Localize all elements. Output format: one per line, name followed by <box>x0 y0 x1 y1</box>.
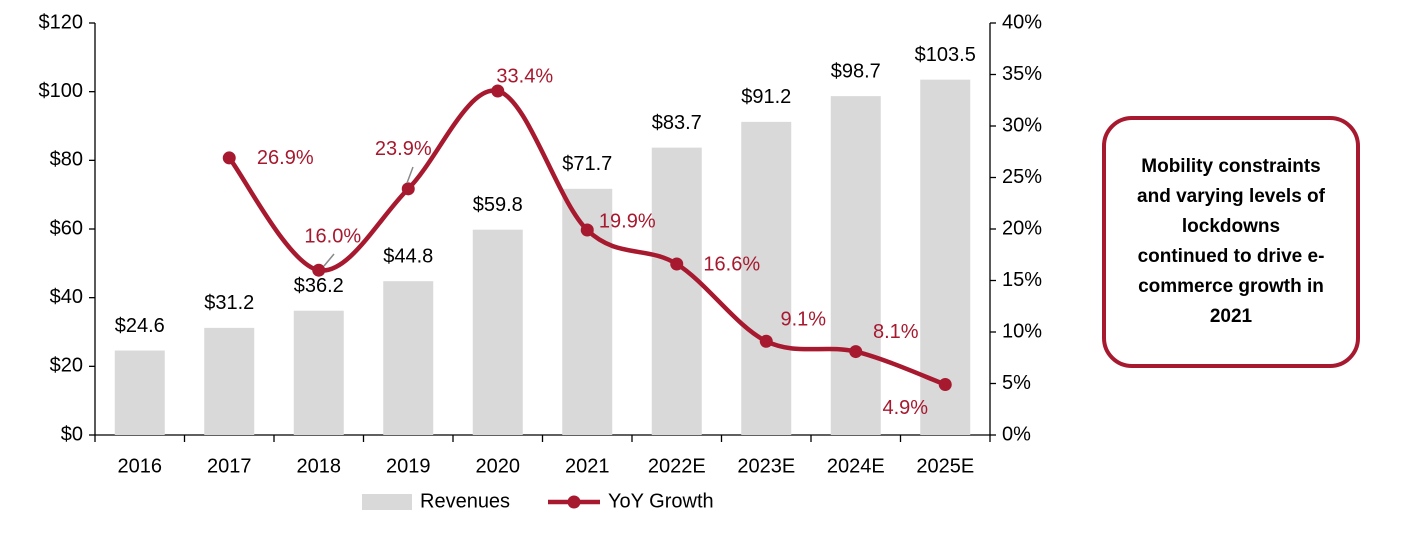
x-tick-label: 2017 <box>207 455 252 477</box>
growth-point <box>849 345 863 359</box>
growth-value-label: 16.6% <box>703 253 760 275</box>
growth-value-label: 8.1% <box>873 321 919 343</box>
growth-value-label: 9.1% <box>780 309 826 331</box>
y2-tick-label: 25% <box>1002 166 1042 188</box>
growth-point <box>222 151 236 165</box>
growth-point <box>938 378 952 392</box>
growth-value-label: 33.4% <box>496 65 553 87</box>
x-tick-label: 2022E <box>648 455 706 477</box>
y2-tick-label: 35% <box>1002 63 1042 85</box>
growth-value-label: 23.9% <box>375 138 432 160</box>
x-tick-label: 2019 <box>386 455 431 477</box>
y-tick-label: $0 <box>61 423 83 445</box>
x-tick-label: 2023E <box>737 455 795 477</box>
growth-point <box>580 223 594 237</box>
y-tick-label: $80 <box>50 149 83 171</box>
bar <box>830 96 881 435</box>
y2-tick-label: 5% <box>1002 372 1031 394</box>
bar-value-label: $91.2 <box>741 86 791 108</box>
y-tick-label: $60 <box>50 217 83 239</box>
x-tick-label: 2024E <box>827 455 885 477</box>
growth-point <box>670 257 684 271</box>
leader-line <box>406 166 414 184</box>
legend-marker <box>567 495 581 509</box>
bar-value-label: $98.7 <box>831 60 881 82</box>
y2-tick-label: 40% <box>1002 11 1042 33</box>
x-tick-label: 2025E <box>916 455 974 477</box>
growth-value-label: 19.9% <box>599 210 656 232</box>
bar-value-label: $71.7 <box>562 153 612 175</box>
y2-tick-label: 0% <box>1002 423 1031 445</box>
y2-tick-label: 30% <box>1002 114 1042 136</box>
bar-value-label: $31.2 <box>204 292 254 314</box>
y2-tick-label: 15% <box>1002 269 1042 291</box>
legend-label: YoY Growth <box>608 490 714 512</box>
bar <box>293 310 344 435</box>
x-tick-label: 2018 <box>297 455 342 477</box>
growth-point <box>491 84 505 98</box>
bar-value-label: $36.2 <box>294 275 344 297</box>
bar <box>114 350 165 435</box>
bar-value-label: $103.5 <box>915 44 976 66</box>
legend-swatch <box>362 494 412 510</box>
annotation-box: Mobility constraints and varying levels … <box>1102 116 1360 368</box>
y2-tick-label: 10% <box>1002 320 1042 342</box>
growth-value-label: 4.9% <box>882 397 928 419</box>
bar <box>204 327 255 435</box>
growth-point <box>759 334 773 348</box>
bar-value-label: $24.6 <box>115 315 165 337</box>
x-tick-label: 2020 <box>476 455 521 477</box>
y-tick-label: $100 <box>39 80 84 102</box>
growth-point <box>312 263 326 277</box>
y-tick-label: $120 <box>39 11 84 33</box>
bar <box>472 229 523 435</box>
legend-label: Revenues <box>420 490 510 512</box>
x-tick-label: 2021 <box>565 455 610 477</box>
x-tick-label: 2016 <box>118 455 163 477</box>
bar-value-label: $83.7 <box>652 112 702 134</box>
y-tick-label: $40 <box>50 286 83 308</box>
growth-line <box>227 88 947 387</box>
growth-point <box>401 182 415 196</box>
bar-value-label: $44.8 <box>383 245 433 267</box>
bar <box>383 281 434 435</box>
growth-value-label: 26.9% <box>257 147 314 169</box>
bar <box>651 147 702 435</box>
y-tick-label: $20 <box>50 355 83 377</box>
growth-value-label: 16.0% <box>304 225 361 247</box>
bar-value-label: $59.8 <box>473 194 523 216</box>
leader-line <box>323 253 335 267</box>
y2-tick-label: 20% <box>1002 217 1042 239</box>
bar <box>741 121 792 435</box>
